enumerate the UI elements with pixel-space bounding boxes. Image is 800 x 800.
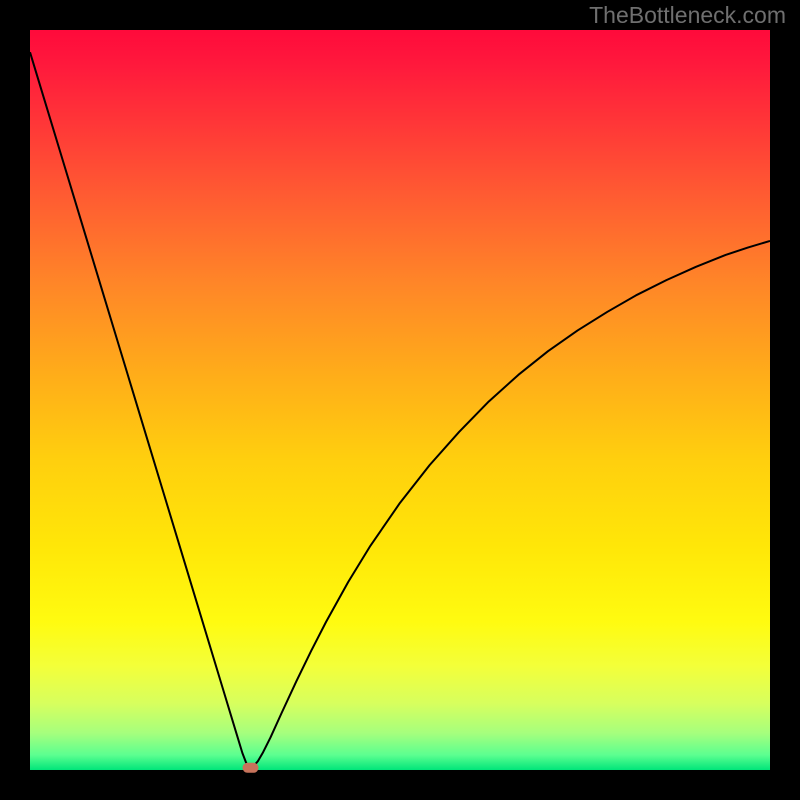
chart-container: TheBottleneck.com [0,0,800,800]
plot-background [30,30,770,770]
bottleneck-chart [0,0,800,800]
minimum-marker [243,763,259,773]
watermark-text: TheBottleneck.com [589,2,786,29]
